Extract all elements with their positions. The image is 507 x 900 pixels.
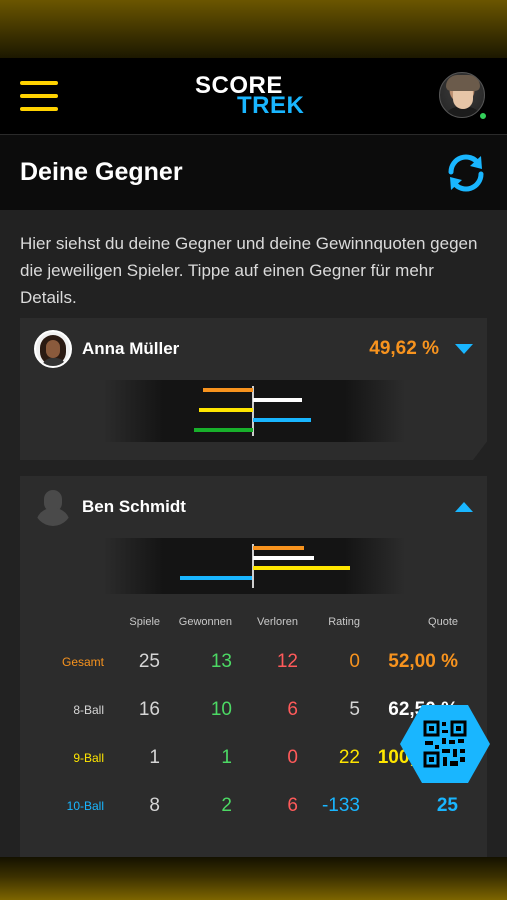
opponent-name: Ben Schmidt xyxy=(82,497,186,516)
balance-bar xyxy=(252,398,302,402)
win-balance-chart xyxy=(102,380,405,442)
refresh-icon[interactable] xyxy=(445,152,487,194)
header-quote: Quote xyxy=(428,616,458,628)
opponent-card-anna[interactable]: Anna Müller 49,62 % xyxy=(20,318,487,460)
page-title: Deine Gegner xyxy=(20,158,183,186)
opponent-name: Anna Müller xyxy=(82,339,180,358)
cell-rating: 5 xyxy=(349,699,360,720)
intro-text: Hier siehst du deine Gegner und deine Ge… xyxy=(20,234,478,307)
chevron-up-icon[interactable] xyxy=(455,502,473,512)
hamburger-icon[interactable] xyxy=(20,81,58,111)
app-screen: SCORE TREK Deine Gegner Hier siehst du d… xyxy=(0,58,507,857)
cell-spiele: 25 xyxy=(138,651,160,672)
opponent-card-header[interactable]: Ben Schmidt xyxy=(20,476,487,538)
app-logo: SCORE TREK xyxy=(195,72,315,119)
logo-trek: TREK xyxy=(237,92,305,119)
cell-gewonnen: 1 xyxy=(221,747,232,768)
balance-axis xyxy=(251,386,254,436)
stats-header-row: Spiele Gewonnen Verloren Rating Quote xyxy=(20,606,487,638)
cell-gewonnen: 2 xyxy=(221,795,232,816)
opponent-quote: 49,62 % xyxy=(369,338,439,359)
qr-code-button[interactable] xyxy=(400,705,490,783)
cell-verloren: 6 xyxy=(287,795,298,816)
header-verloren: Verloren xyxy=(257,616,298,628)
balance-bar xyxy=(252,556,314,560)
balance-bar xyxy=(252,566,350,570)
online-status-dot xyxy=(479,112,487,120)
cell-spiele: 8 xyxy=(149,795,160,816)
logo-score: SCORE xyxy=(195,72,283,99)
app-header: SCORE TREK xyxy=(0,58,507,134)
cell-spiele: 1 xyxy=(149,747,160,768)
cell-spiele: 16 xyxy=(138,699,160,720)
cell-rating: -133 xyxy=(321,795,360,816)
header-spiele: Spiele xyxy=(129,616,160,628)
status-area xyxy=(0,0,507,58)
opponent-card-header[interactable]: Anna Müller 49,62 % xyxy=(20,318,487,380)
balance-bar xyxy=(203,388,253,392)
qr-code-icon xyxy=(423,720,467,768)
header-gewonnen: Gewonnen xyxy=(178,616,232,628)
title-bar: Deine Gegner xyxy=(0,134,507,210)
balance-bar xyxy=(194,428,253,432)
bottom-area xyxy=(0,857,507,900)
opponent-avatar xyxy=(34,330,72,368)
cell-quote: 52,00 % xyxy=(388,651,458,672)
opponent-card-ben[interactable]: Ben Schmidt Spiele Gewonnen Verloren Rat… xyxy=(20,476,487,857)
cell-verloren: 0 xyxy=(287,747,298,768)
ghost-avatar-icon xyxy=(34,488,72,526)
table-row: Gesamt 25 13 12 0 52,00 % xyxy=(20,638,487,686)
cell-rating: 22 xyxy=(338,747,360,768)
balance-bar xyxy=(252,418,311,422)
table-row: 10-Ball 8 2 6 -133 25 xyxy=(20,782,487,830)
cell-gewonnen: 13 xyxy=(210,651,232,672)
cell-gewonnen: 10 xyxy=(210,699,232,720)
header-rating: Rating xyxy=(328,616,360,628)
row-label: 10-Ball xyxy=(66,799,104,813)
row-label: 9-Ball xyxy=(73,751,104,765)
row-label: Gesamt xyxy=(61,655,104,669)
cell-rating: 0 xyxy=(349,651,360,672)
chevron-down-icon[interactable] xyxy=(455,344,473,354)
cell-quote: 25 xyxy=(436,795,458,816)
cell-verloren: 6 xyxy=(287,699,298,720)
row-label: 8-Ball xyxy=(73,703,104,717)
balance-bar xyxy=(198,408,253,412)
balance-bar xyxy=(179,576,253,580)
profile-avatar-button[interactable] xyxy=(439,72,487,120)
win-balance-chart xyxy=(102,538,405,594)
balance-bar xyxy=(252,546,304,550)
avatar xyxy=(439,72,485,118)
cell-verloren: 12 xyxy=(276,651,298,672)
